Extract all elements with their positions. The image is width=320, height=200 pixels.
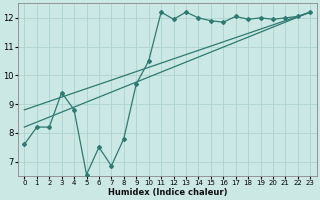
X-axis label: Humidex (Indice chaleur): Humidex (Indice chaleur) [108, 188, 227, 197]
